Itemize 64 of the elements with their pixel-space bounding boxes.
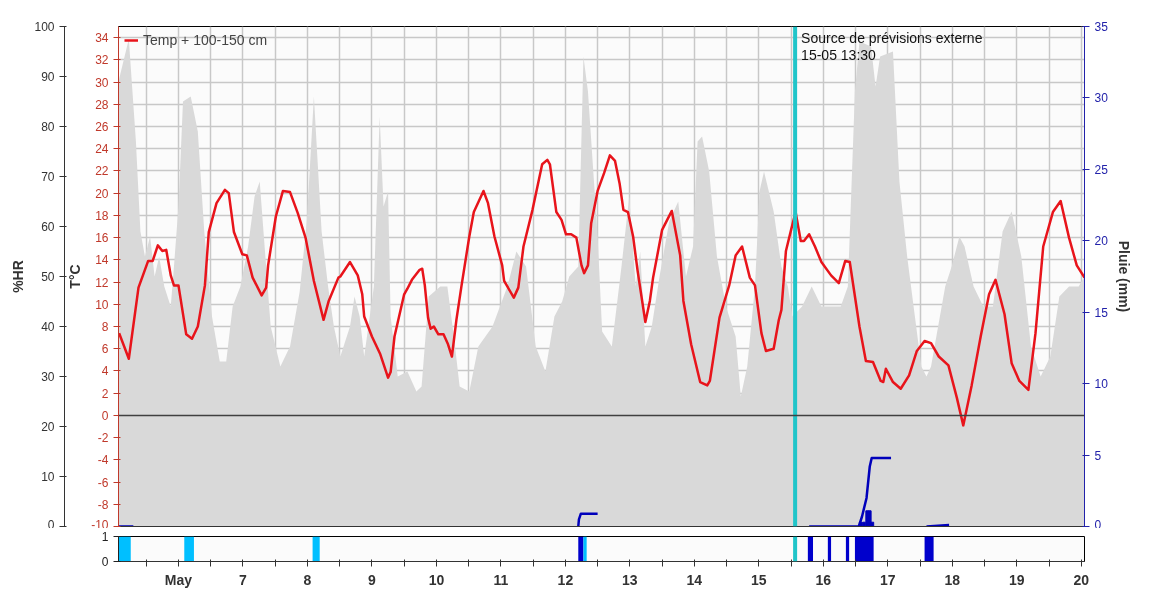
y3-tick-label: 10 [1094, 377, 1109, 392]
y-tick-label: 8 [101, 320, 109, 334]
y3-tick-label: 30 [1094, 91, 1109, 106]
y2-tick-label: 30 [41, 370, 55, 384]
y-tick-label: 16 [95, 231, 109, 246]
y-tick-label: 28 [95, 97, 109, 112]
x-tick-label: 16 [815, 571, 832, 588]
x-tick-label: 11 [493, 571, 509, 588]
y-tick-label: 26 [95, 120, 109, 134]
y-tick-label: 24 [95, 142, 109, 157]
y-tick-label: 12 [95, 275, 109, 290]
x-tick-label: 18 [944, 571, 961, 588]
y2-tick-label: 60 [41, 220, 55, 234]
y-tick-label: 1 [101, 530, 109, 544]
y-tick-label: 22 [95, 164, 109, 179]
y2-tick-label: 0 [47, 517, 55, 532]
y-tick-label: 14 [95, 253, 109, 268]
y-tick-label: 0 [101, 555, 109, 569]
y-tick-label: 4 [101, 364, 109, 379]
x-tick-label: May [164, 571, 193, 588]
y2-tick-label: 50 [41, 270, 55, 284]
y3-tick-label: 20 [1094, 234, 1109, 249]
x-tick-label: 7 [239, 571, 248, 588]
y-tick-label: 20 [95, 186, 109, 201]
y-tick-label: -4 [97, 453, 109, 468]
y3-axis-title: Pluie (mm) [1115, 240, 1132, 313]
y-tick-label: 6 [101, 342, 109, 357]
x-tick-label: 9 [368, 571, 377, 588]
y3-tick-label: 0 [1094, 517, 1102, 532]
x-tick-label: 14 [686, 571, 703, 588]
x-tick-label: 10 [428, 571, 445, 588]
x-tick-label: 13 [622, 571, 638, 588]
x-tick-label: 19 [1009, 571, 1025, 588]
y2-tick-label: 40 [41, 320, 55, 334]
y-tick-label: 0 [101, 408, 109, 423]
y2-tick-label: 70 [41, 170, 55, 184]
y-tick-label: -8 [97, 497, 109, 512]
x-tick-label: 20 [1073, 571, 1090, 588]
y-tick-label: 30 [95, 75, 109, 90]
y-tick-label: -2 [97, 431, 109, 446]
legend-label: Temp + 100-150 cm [143, 32, 268, 48]
y2-tick-label: 100 [34, 20, 55, 34]
y-tick-label: 32 [95, 53, 109, 68]
x-tick-label: 12 [557, 571, 574, 588]
x-tick-label: 8 [303, 571, 312, 588]
y-tick-label: 18 [95, 208, 109, 223]
y2-tick-label: 20 [41, 420, 55, 434]
y2-tick-label: 80 [41, 120, 55, 134]
y-tick-label: 34 [95, 31, 109, 46]
y-tick-label: -10 [91, 517, 109, 532]
y3-tick-label: 35 [1094, 20, 1109, 34]
y-axis-title: T°C [67, 264, 84, 289]
y2-tick-label: 90 [41, 70, 55, 84]
y3-tick-label: 5 [1094, 448, 1102, 463]
x-tick-label: 15 [751, 571, 767, 588]
y2-tick-label: 10 [41, 470, 55, 484]
y-tick-label: 10 [95, 297, 109, 312]
x-tick-label: 17 [880, 571, 896, 588]
y2-axis-title: %HR [10, 260, 27, 293]
y3-tick-label: 25 [1094, 162, 1109, 177]
y-tick-label: -6 [97, 475, 109, 490]
annotation: Source de prévisions externe 15-05 13:30 [801, 29, 983, 63]
y-tick-label: 2 [101, 386, 109, 401]
y3-tick-label: 15 [1094, 305, 1109, 320]
